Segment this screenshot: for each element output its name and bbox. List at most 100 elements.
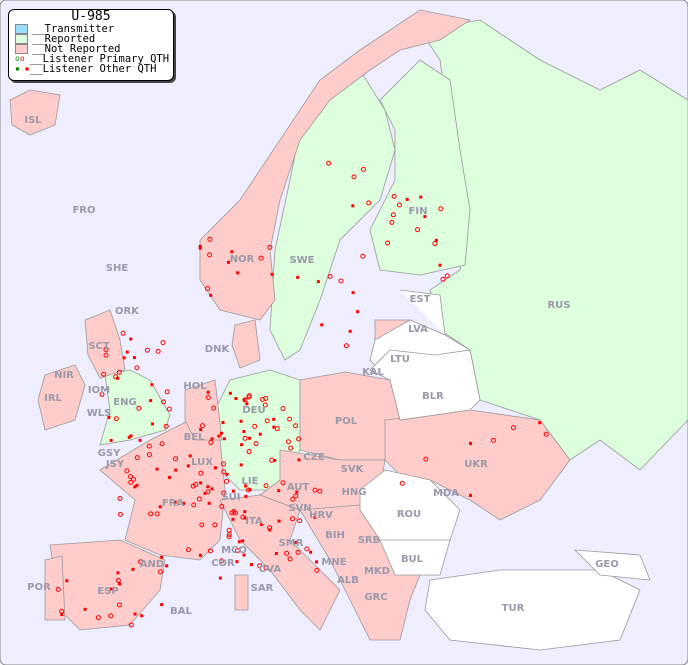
listener-primary-marker	[116, 369, 122, 375]
listener-primary-marker	[304, 546, 310, 552]
listener-primary-marker	[390, 212, 396, 218]
listener-primary-marker	[99, 391, 105, 397]
listener-primary-marker	[155, 348, 161, 354]
listener-primary-marker	[264, 418, 270, 424]
country-label-gsy: GSY	[98, 448, 121, 459]
listener-primary-marker	[113, 416, 119, 422]
listener-primary-marker	[159, 441, 165, 447]
country-geo	[573, 549, 651, 581]
listener-other-marker	[118, 582, 122, 586]
listener-other-marker	[297, 458, 301, 462]
listener-other-marker	[469, 441, 473, 445]
listener-primary-marker	[196, 496, 202, 502]
listener-other-marker	[122, 356, 126, 360]
listener-primary-marker	[269, 457, 275, 463]
listener-other-marker	[151, 422, 155, 426]
listener-primary-marker	[262, 402, 268, 408]
listener-other-marker	[227, 260, 231, 264]
listener-primary-marker	[490, 437, 496, 443]
listener-primary-marker	[207, 548, 213, 554]
country-dnk	[231, 319, 261, 369]
listener-primary-marker	[128, 622, 134, 628]
listener-primary-marker	[199, 522, 205, 528]
listener-primary-marker	[263, 483, 269, 489]
country-label-geo: GEO	[595, 559, 619, 570]
listener-primary-marker	[510, 425, 516, 431]
listener-other-marker	[207, 501, 211, 505]
listener-primary-marker	[95, 615, 101, 621]
listener-primary-marker	[207, 252, 213, 258]
country-label-wls: WLS	[87, 408, 112, 419]
listener-primary-marker	[224, 478, 230, 484]
listener-primary-marker	[317, 488, 323, 494]
listener-other-marker	[138, 438, 142, 442]
listener-primary-marker	[391, 193, 397, 199]
listener-primary-marker	[146, 452, 152, 458]
listener-other-marker	[273, 458, 277, 462]
listener-primary-marker	[284, 550, 290, 556]
listener-primary-marker	[438, 206, 444, 212]
listener-other-marker	[272, 425, 276, 429]
country-label-fro: FRO	[72, 205, 95, 216]
listener-other-marker	[174, 468, 178, 472]
listener-other-marker	[434, 238, 438, 242]
listener-other-marker	[228, 391, 232, 395]
listener-other-marker	[320, 323, 324, 327]
listener-primary-marker	[366, 200, 372, 206]
listener-other-marker	[230, 250, 234, 254]
listener-other-marker	[274, 552, 278, 556]
country-label-irl: IRL	[44, 393, 62, 404]
country-label-tur: TUR	[502, 603, 525, 614]
country-label-srb: SRB	[358, 535, 381, 546]
listener-other-marker	[259, 523, 263, 527]
listener-primary-marker	[157, 569, 163, 575]
listener-primary-marker	[440, 276, 446, 282]
listener-primary-marker	[115, 577, 121, 583]
country-blr	[369, 349, 481, 421]
country-swe	[269, 69, 396, 361]
listener-other-marker	[268, 528, 272, 532]
country-benelux	[184, 379, 223, 441]
country-label-she: SHE	[106, 263, 129, 274]
listener-other-marker	[173, 500, 177, 504]
listener-primary-marker	[257, 563, 263, 569]
listener-other-marker	[351, 204, 355, 208]
country-label-bih: BIH	[325, 530, 345, 541]
country-label-deu: DEU	[242, 405, 265, 416]
circle-marker-icon: oo	[15, 54, 25, 63]
listener-primary-marker	[205, 286, 211, 292]
listener-other-marker	[309, 550, 313, 554]
listener-primary-marker	[274, 426, 280, 432]
listener-other-marker	[244, 494, 248, 498]
country-por	[44, 555, 66, 621]
listener-other-marker	[149, 399, 153, 403]
country-label-rou: ROU	[397, 509, 421, 520]
country-label-nir: NIR	[54, 370, 74, 381]
legend-transmitter: __Transmitter	[9, 24, 173, 34]
country-label-mkd: MKD	[364, 566, 390, 577]
listener-other-marker	[316, 280, 320, 284]
listener-other-marker	[210, 437, 214, 441]
listener-other-marker	[468, 493, 472, 497]
listener-primary-marker	[252, 423, 258, 429]
listener-primary-marker	[221, 469, 227, 475]
listener-other-marker	[538, 421, 542, 425]
country-label-ltu: LTU	[390, 354, 410, 365]
country-label-aut: AUT	[287, 482, 310, 493]
listener-primary-marker	[136, 405, 142, 411]
listener-other-marker	[213, 466, 217, 470]
listener-primary-marker	[207, 236, 213, 242]
listener-primary-marker	[242, 435, 248, 441]
listener-other-marker	[83, 607, 87, 611]
listener-primary-marker	[199, 423, 205, 429]
listener-other-marker	[277, 519, 281, 523]
listener-other-marker	[239, 463, 243, 467]
country-label-hng: HNG	[342, 487, 367, 498]
listener-other-marker	[294, 540, 298, 544]
listener-primary-marker	[205, 489, 211, 495]
listener-other-marker	[206, 485, 210, 489]
listener-primary-marker	[385, 240, 391, 246]
listener-primary-marker	[198, 470, 204, 476]
country-isl	[9, 89, 61, 136]
